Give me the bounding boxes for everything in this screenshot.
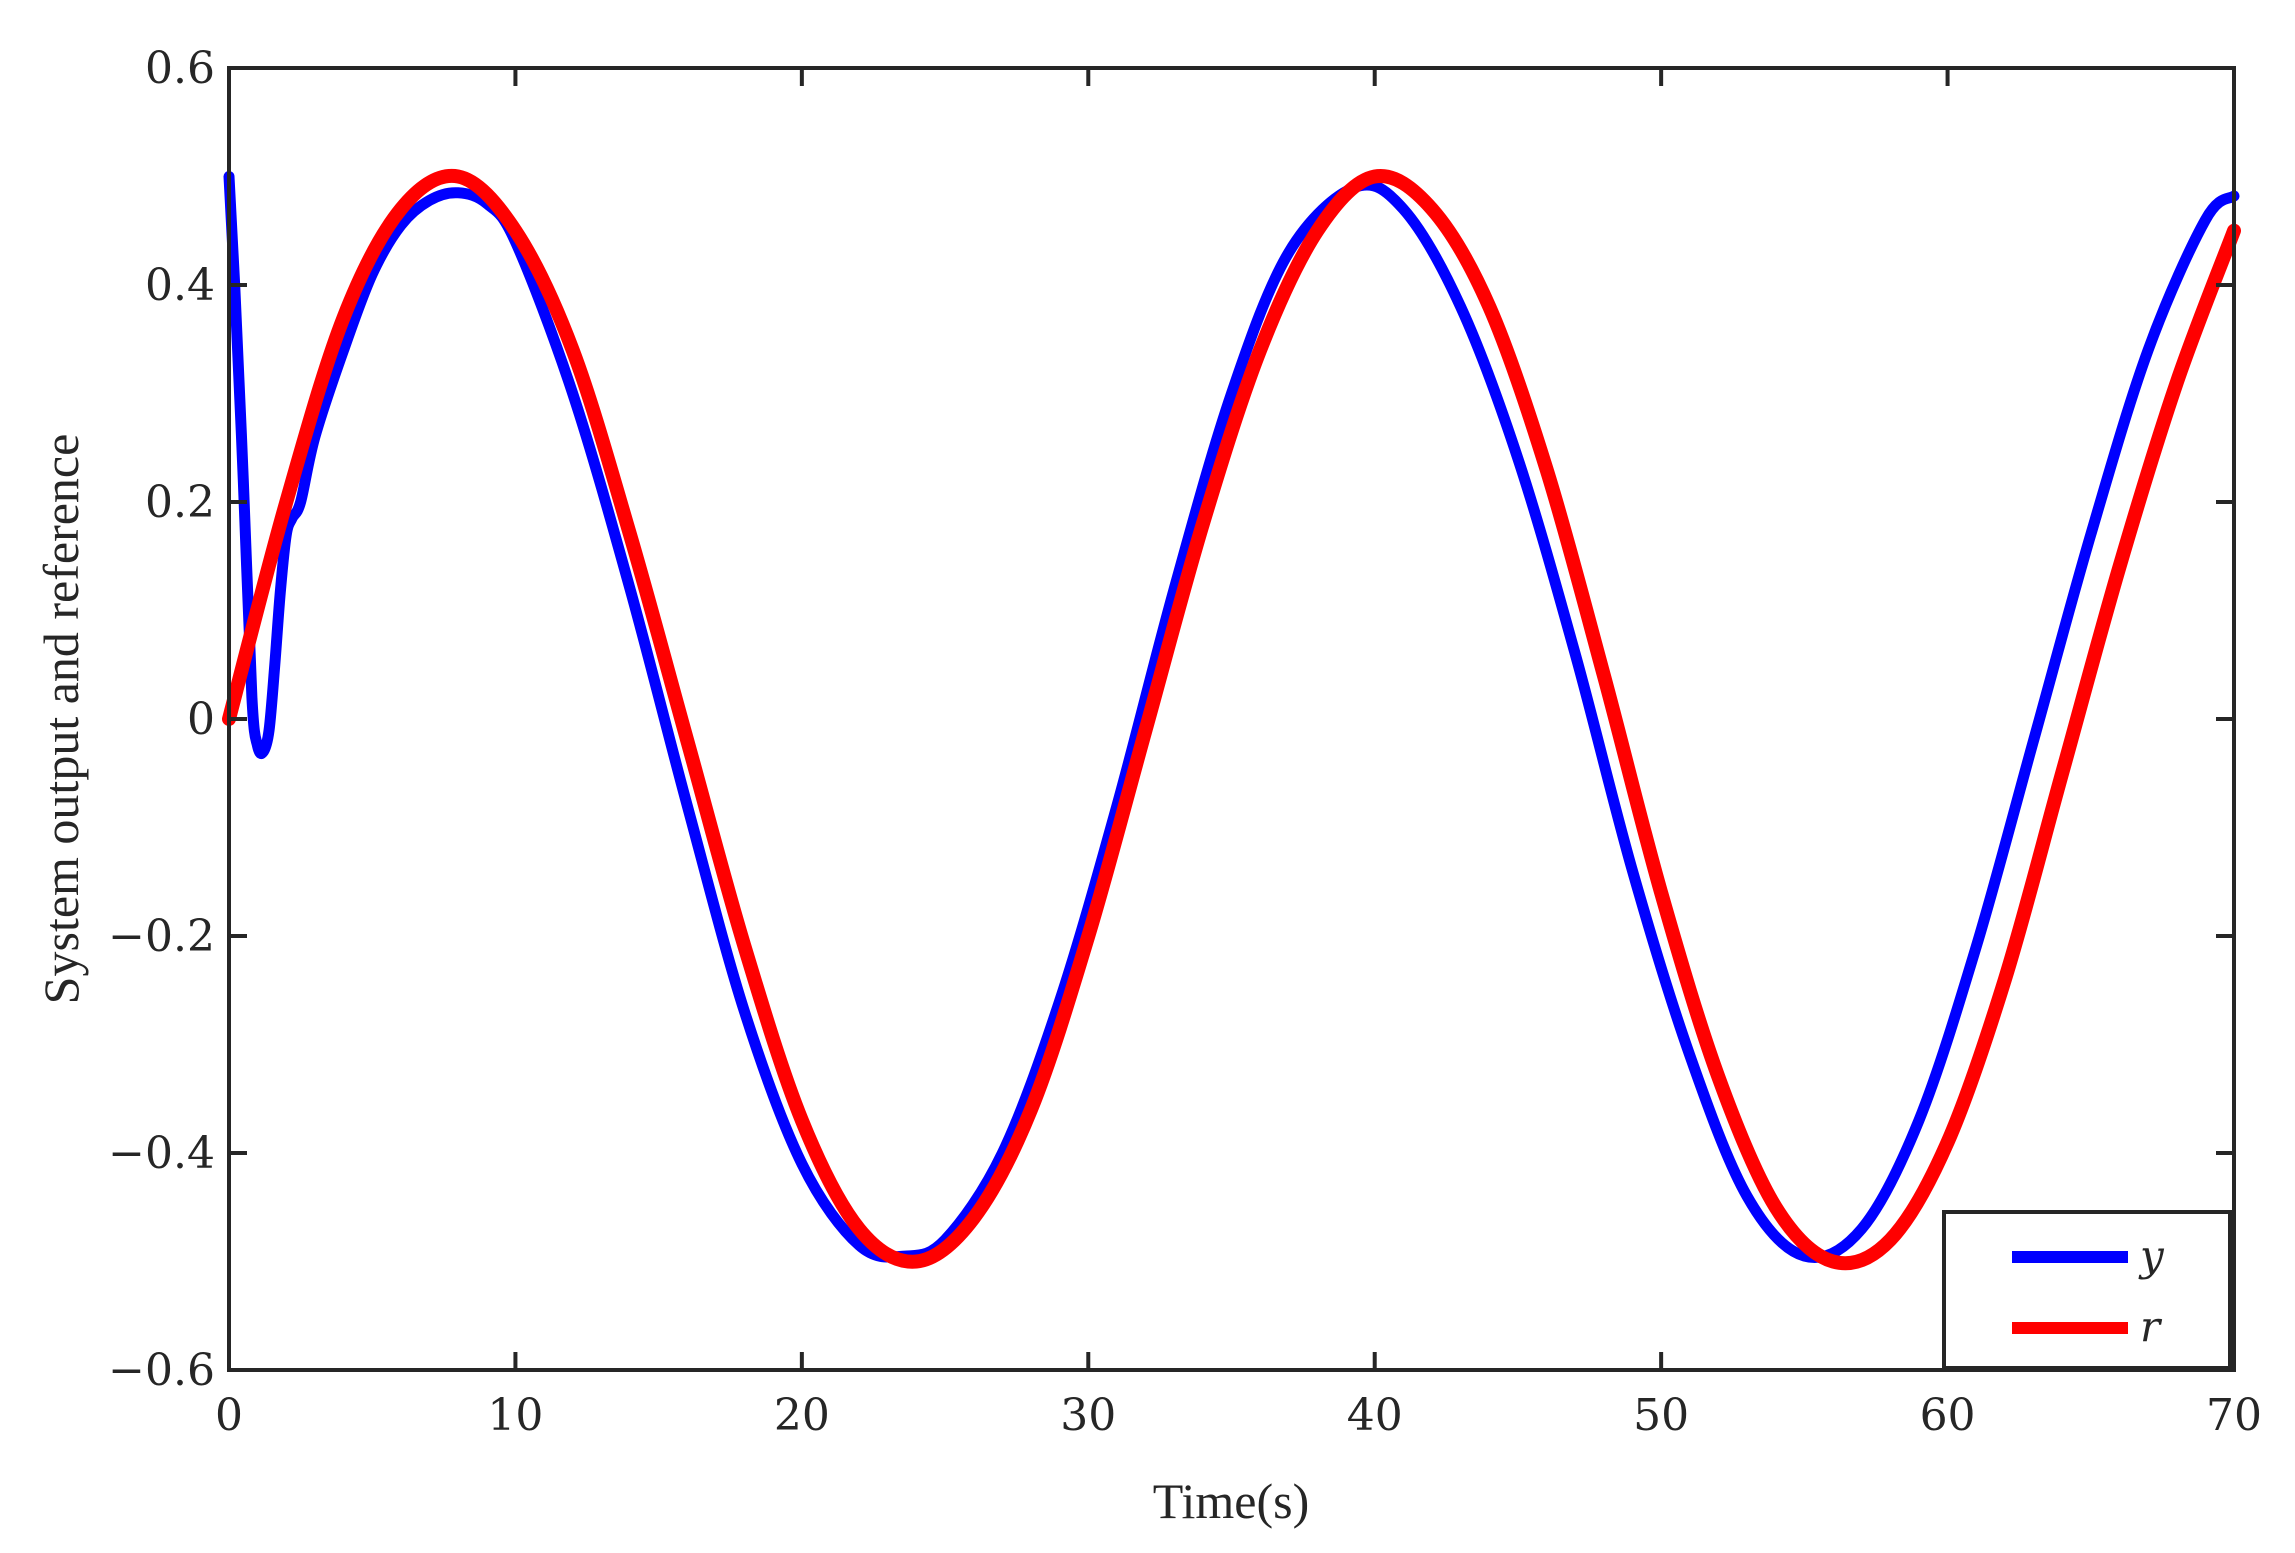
x-tick-label: 60 xyxy=(1920,1390,1976,1441)
y-tick-label: −0.4 xyxy=(108,1128,215,1179)
legend: y r xyxy=(1942,1210,2232,1370)
y-tick-label: 0 xyxy=(187,694,215,745)
x-tick-label: 30 xyxy=(1060,1390,1116,1441)
legend-label-r: r xyxy=(2140,1302,2163,1351)
series-line-r xyxy=(222,168,2241,1271)
y-tick-label: −0.2 xyxy=(108,911,215,962)
axis-ticks xyxy=(227,66,2236,1372)
plot-lines xyxy=(222,168,2241,1271)
x-tick-label: 0 xyxy=(215,1390,243,1441)
x-tick-label: 20 xyxy=(774,1390,830,1441)
legend-box xyxy=(1942,1210,2232,1370)
y-axis-label: System output and reference xyxy=(33,434,89,1005)
legend-label-y: y xyxy=(2138,1231,2165,1280)
x-axis-label: Time(s) xyxy=(1153,1473,1310,1529)
y-tick-labels: −0.6 −0.4 −0.2 0 0.2 0.4 0.6 xyxy=(108,43,215,1396)
x-tick-label: 10 xyxy=(487,1390,543,1441)
y-tick-label: 0.4 xyxy=(145,260,215,311)
x-tick-label: 70 xyxy=(2206,1390,2262,1441)
y-tick-label: 0.6 xyxy=(145,43,215,94)
y-tick-label: 0.2 xyxy=(145,477,215,528)
x-tick-labels: 0 10 20 30 40 50 60 70 xyxy=(215,1390,2262,1441)
x-tick-label: 40 xyxy=(1347,1390,1403,1441)
x-tick-label: 50 xyxy=(1633,1390,1689,1441)
y-tick-label: −0.6 xyxy=(108,1345,215,1396)
